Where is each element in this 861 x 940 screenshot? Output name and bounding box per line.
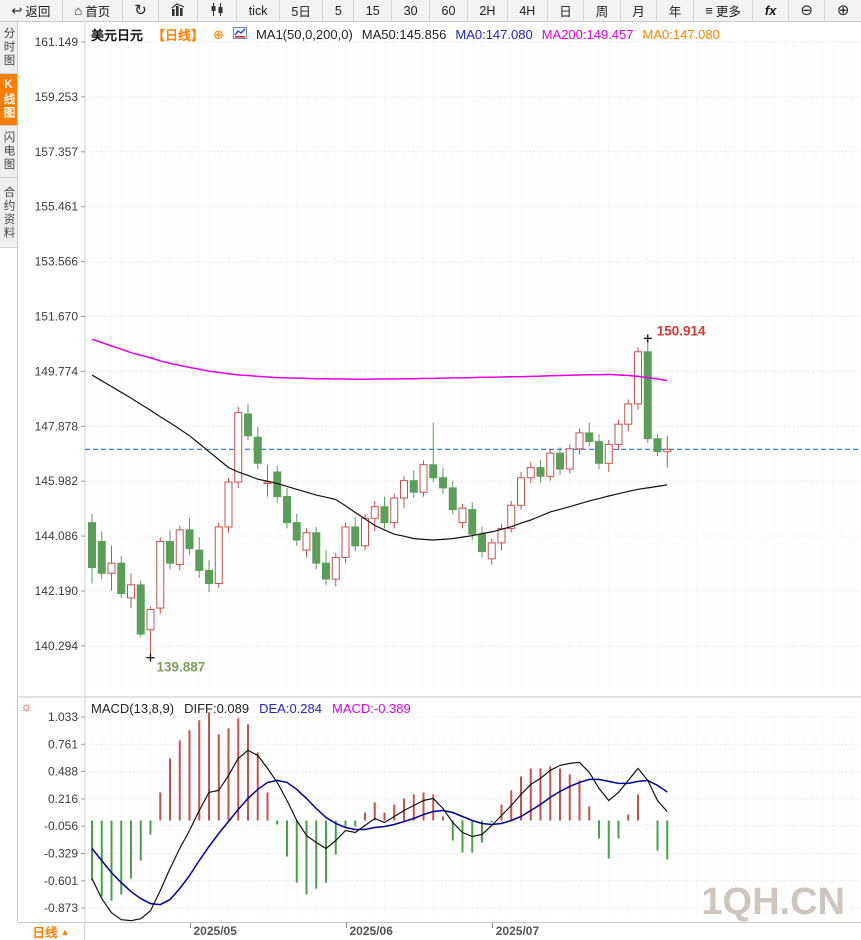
sidebar-item-kline-chart[interactable]: K线图 (0, 74, 17, 126)
period-dropdown[interactable]: 日线 ▲ (18, 923, 85, 940)
svg-text:142.190: 142.190 (35, 584, 79, 598)
refresh-icon: ↻ (134, 2, 147, 19)
svg-text:139.887: 139.887 (157, 660, 206, 675)
interval-5day-button[interactable]: 5日 (280, 0, 324, 21)
back-button[interactable]: ↩ 返回 (0, 0, 63, 21)
svg-text:155.461: 155.461 (35, 200, 79, 214)
period-dropdown-label: 日线 (32, 926, 58, 940)
svg-text:147.878: 147.878 (35, 419, 79, 433)
interval-60min-button[interactable]: 60 (430, 0, 468, 21)
x-axis-tick (491, 923, 493, 928)
sidebar: 分时图 K线图 闪电图 合约资料 (0, 22, 18, 922)
interval-5min-button[interactable]: 5 (323, 0, 355, 21)
svg-text:1.033: 1.033 (48, 710, 78, 724)
back-label: 返回 (25, 5, 51, 19)
symbol-name: 美元日元 (91, 28, 144, 43)
toolbar: ↩ 返回 ⌂ 首页 ↻ tick 5日 5 15 30 60 2H 4H 日 周 (0, 0, 861, 22)
zoom-out-icon: ⊖ (800, 2, 813, 19)
price-pane-legend: 美元日元 【日线】 ⊕ MA1(50,0,200,0) MA50:145.856… (91, 25, 720, 44)
x-axis-label: 2025/05 (193, 924, 237, 938)
svg-text:0.761: 0.761 (48, 737, 78, 751)
svg-text:153.566: 153.566 (35, 255, 79, 269)
refresh-button[interactable]: ↻ (123, 0, 160, 21)
ma200-value: MA200:149.457 (541, 27, 634, 42)
sidebar-item-lightning-chart[interactable]: 闪电图 (0, 126, 17, 178)
ma-settings-label[interactable]: MA1(50,0,200,0) (255, 27, 353, 42)
home-button[interactable]: ⌂ 首页 (63, 0, 123, 21)
svg-text:144.086: 144.086 (35, 529, 79, 543)
zoom-in-icon: ⊕ (836, 2, 850, 19)
back-arrow-icon: ↩ (11, 3, 23, 18)
x-axis-label: 2025/06 (349, 924, 393, 938)
svg-text:0.216: 0.216 (48, 792, 78, 806)
zoom-in-button[interactable]: ⊕ (825, 0, 861, 21)
svg-text:0.488: 0.488 (48, 765, 78, 779)
svg-text:150.914: 150.914 (657, 323, 706, 338)
macd-pane-legend: MACD(13,8,9) DIFF:0.089 DEA:0.284 MACD:-… (91, 701, 411, 716)
x-axis-tick (345, 923, 347, 928)
home-label: 首页 (85, 5, 111, 19)
svg-text:161.149: 161.149 (35, 35, 79, 49)
interval-year-button[interactable]: 年 (657, 0, 694, 21)
menu-icon: ≡ (705, 3, 713, 18)
candle-chart-icon (210, 3, 225, 18)
svg-text:157.357: 157.357 (35, 145, 79, 159)
trend-chart-icon (171, 3, 186, 18)
interval-tick-button[interactable]: tick (237, 0, 280, 21)
svg-text:151.670: 151.670 (35, 310, 79, 324)
candle-chart-button[interactable] (198, 0, 238, 21)
macd-diff-value: DIFF:0.089 (184, 701, 250, 716)
x-axis-bar: 日线 ▲ 2025/05 2025/06 2025/07 (18, 922, 861, 940)
svg-text:149.774: 149.774 (35, 364, 79, 378)
ma0-orange-value: MA0:147.080 (642, 27, 720, 42)
svg-text:-0.601: -0.601 (44, 874, 78, 888)
sidebar-item-contract-info[interactable]: 合约资料 (0, 178, 17, 248)
svg-text:-0.873: -0.873 (44, 901, 78, 915)
trend-chart-button[interactable] (159, 0, 199, 21)
svg-text:159.253: 159.253 (35, 90, 79, 104)
macd-hist-value: MACD:-0.389 (331, 701, 411, 716)
ma0-blue-value: MA0:147.080 (455, 27, 533, 42)
x-axis-label: 2025/07 (495, 924, 540, 938)
svg-text:-0.329: -0.329 (44, 847, 78, 861)
dropdown-arrow-icon: ▲ (60, 926, 70, 937)
interval-2h-button[interactable]: 2H (468, 0, 508, 21)
ma50-value: MA50:145.856 (361, 27, 447, 42)
svg-text:145.982: 145.982 (35, 474, 79, 488)
macd-name[interactable]: MACD(13,8,9) (91, 701, 175, 716)
interval-week-button[interactable]: 周 (584, 0, 621, 21)
period-tag: 【日线】 (152, 28, 205, 43)
add-indicator-icon[interactable]: ⊕ (213, 26, 224, 42)
mini-chart-icon (232, 27, 247, 42)
zoom-out-button[interactable]: ⊖ (789, 0, 826, 21)
interval-15min-button[interactable]: 15 (354, 0, 393, 21)
x-axis-tick (189, 923, 191, 928)
macd-dea-value: DEA:0.284 (259, 701, 322, 716)
svg-text:-0.056: -0.056 (44, 819, 78, 833)
fx-icon: fx (764, 3, 777, 18)
more-button[interactable]: ≡ 更多 (694, 0, 754, 21)
interval-day-button[interactable]: 日 (548, 0, 585, 21)
watermark: 1QH.CN (701, 881, 845, 923)
home-icon: ⌂ (74, 3, 83, 18)
svg-text:140.294: 140.294 (35, 639, 79, 653)
indicator-fx-button[interactable]: fx (753, 0, 789, 21)
interval-4h-button[interactable]: 4H (508, 0, 548, 21)
indicator-settings-icon[interactable]: ☼ (20, 698, 33, 714)
sidebar-item-time-chart[interactable]: 分时图 (0, 22, 17, 74)
interval-month-button[interactable]: 月 (621, 0, 658, 21)
interval-30min-button[interactable]: 30 (392, 0, 431, 21)
